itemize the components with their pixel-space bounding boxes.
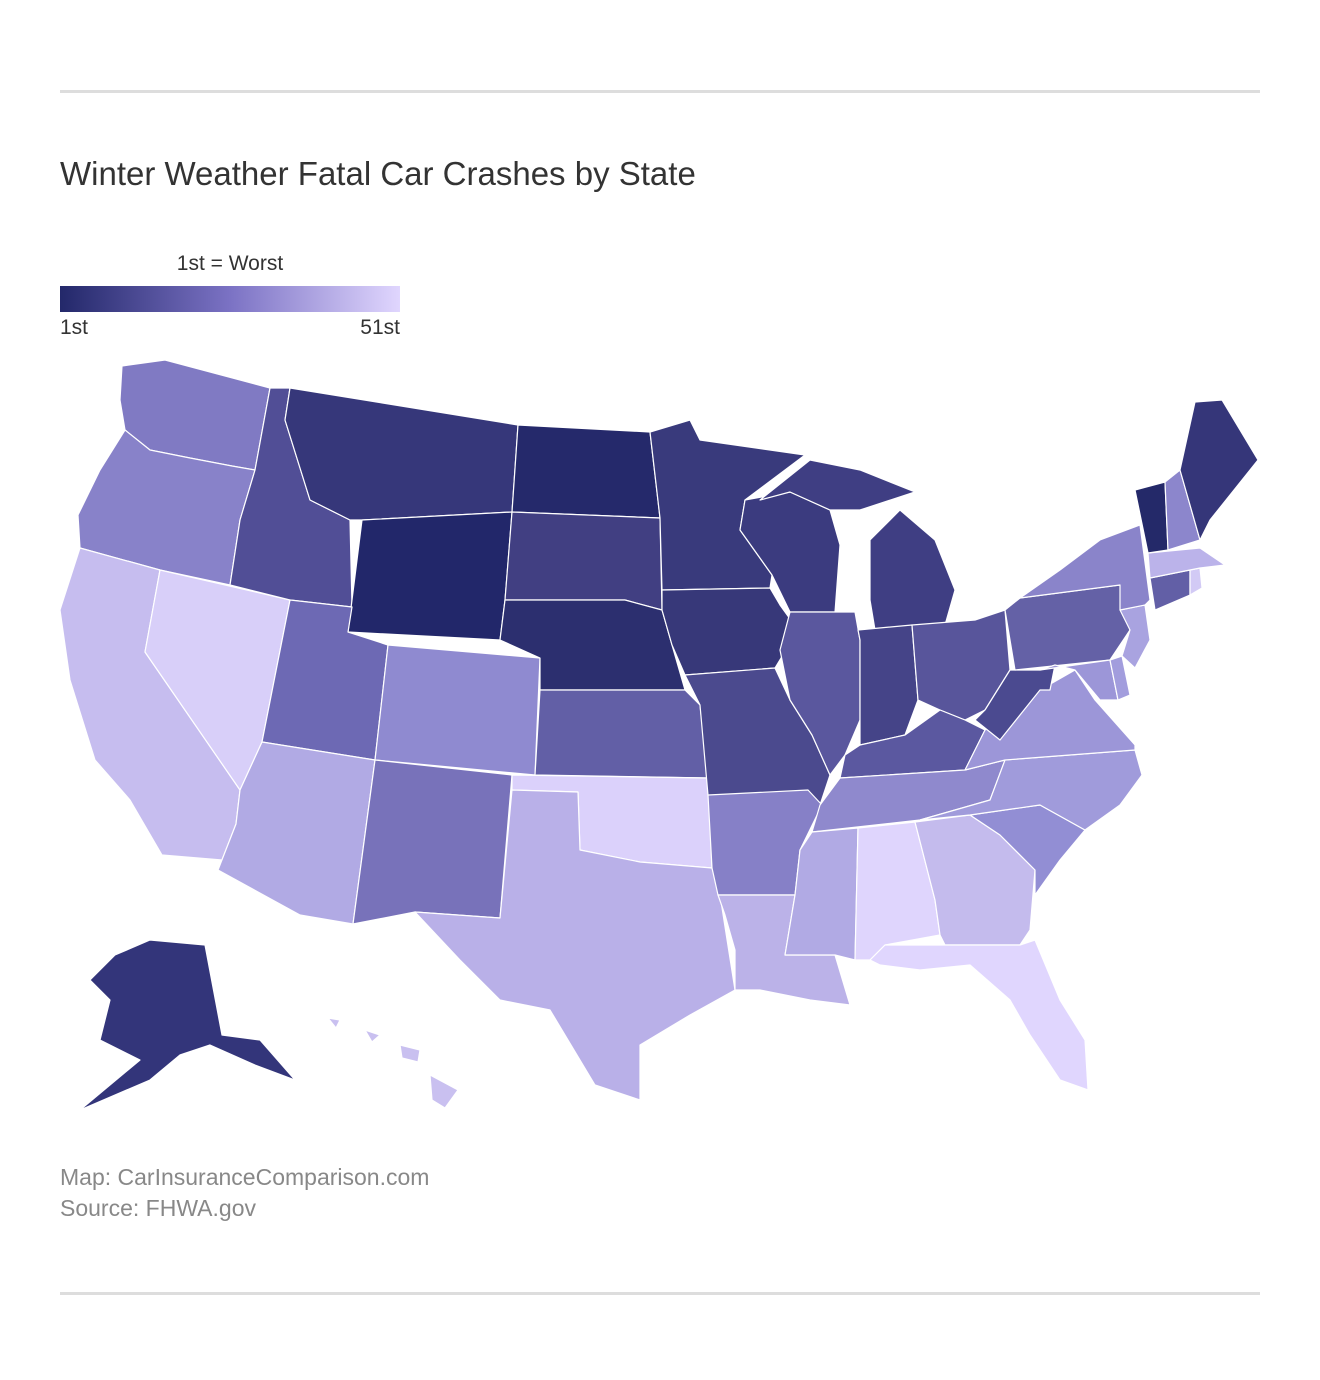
top-divider	[60, 90, 1260, 93]
state-MS	[784, 827, 859, 961]
state-NY	[1019, 524, 1151, 611]
state-MA	[1147, 547, 1226, 579]
source-credit: Source: FHWA.gov	[60, 1195, 256, 1221]
state-IN	[857, 624, 919, 746]
color-legend: 1st = Worst 1st 51st	[60, 250, 400, 342]
state-WY	[347, 511, 513, 641]
bottom-divider	[60, 1292, 1260, 1295]
map-credit: Map: CarInsuranceComparison.com	[60, 1164, 430, 1190]
state-IA	[661, 587, 799, 676]
state-ND	[511, 424, 661, 519]
state-CO	[374, 644, 541, 776]
state-RI	[1189, 567, 1203, 596]
page-title: Winter Weather Fatal Car Crashes by Stat…	[60, 155, 696, 192]
state-MI	[759, 459, 956, 631]
state-MT	[284, 387, 519, 521]
credits: Map: CarInsuranceComparison.com Source: …	[60, 1162, 429, 1224]
legend-max-label: 51st	[360, 316, 400, 339]
state-NM	[352, 759, 513, 925]
legend-min-label: 1st	[60, 316, 89, 339]
state-MO	[684, 667, 831, 806]
state-HI	[327, 1017, 459, 1109]
state-DE	[1109, 655, 1131, 701]
state-IL	[779, 611, 861, 776]
state-TX	[414, 789, 736, 1101]
state-SD	[504, 511, 663, 611]
state-AK	[79, 939, 296, 1111]
state-shapes	[59, 359, 1259, 1111]
state-ME	[1179, 399, 1259, 541]
us-choropleth-map	[59, 359, 1259, 1111]
legend-gradient-bar	[60, 286, 400, 312]
state-KS	[534, 689, 709, 779]
legend-title: 1st = Worst	[176, 252, 284, 275]
state-FL	[869, 939, 1089, 1091]
